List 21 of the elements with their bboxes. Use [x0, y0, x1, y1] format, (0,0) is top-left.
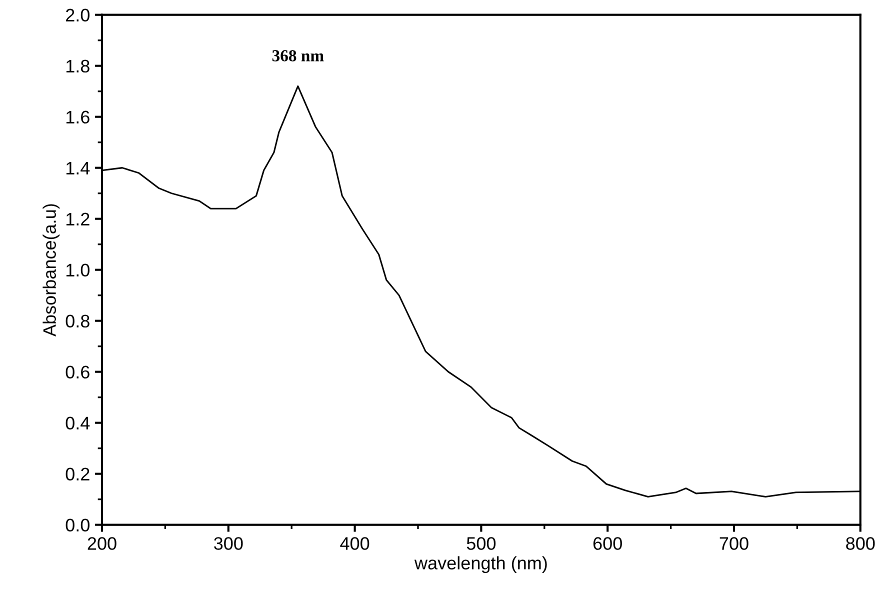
y-tick-label: 1.0 [66, 264, 90, 277]
x-tick-label: 200 [88, 537, 116, 550]
y-tick-label: 1.2 [66, 212, 90, 226]
y-tick-label: 2.0 [66, 8, 90, 22]
x-tick-label: 800 [846, 537, 875, 550]
y-tick-label: 0.0 [66, 518, 90, 532]
y-tick-label: 0.6 [66, 366, 90, 379]
y-tick-label: 0.2 [66, 468, 90, 481]
x-tick-label: 300 [214, 537, 243, 550]
y-tick-label: 1.6 [66, 110, 90, 124]
x-tick-label: 600 [593, 537, 622, 550]
y-tick-label: 1.8 [66, 60, 90, 73]
y-axis-title: Absorbance(a.u) [42, 204, 60, 337]
x-tick-label: 700 [720, 537, 748, 550]
y-tick-label: 0.8 [66, 314, 90, 328]
y-tick-label: 1.4 [66, 162, 90, 174]
x-axis-title: wavelength (nm) [414, 556, 547, 574]
x-tick-label: 400 [340, 537, 370, 550]
x-tick-label: 500 [466, 537, 496, 550]
annotation: 368 nm [272, 50, 324, 62]
y-tick-label: 0.4 [66, 416, 90, 430]
